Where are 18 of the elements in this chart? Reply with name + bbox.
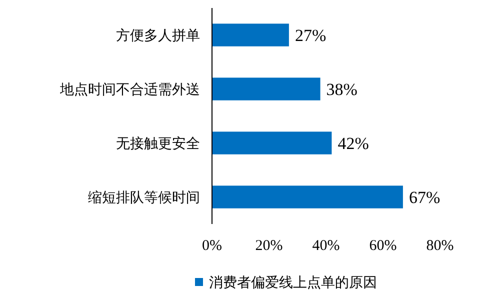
x-tick-label: 40% — [312, 238, 340, 254]
y-tick-label: 缩短排队等候时间 — [88, 190, 200, 206]
bar — [212, 24, 289, 46]
data-label: 27% — [294, 26, 326, 45]
bar — [212, 186, 403, 208]
bar — [212, 78, 320, 100]
legend-label: 消费者偏爱线上点单的原因 — [209, 275, 377, 291]
data-label: 67% — [408, 188, 440, 207]
bar — [212, 132, 332, 154]
y-tick-label: 无接触更安全 — [116, 136, 200, 152]
data-label: 38% — [326, 80, 358, 99]
x-tick-label: 0% — [202, 238, 222, 254]
y-tick-label: 方便多人拼单 — [116, 28, 200, 44]
x-tick-label: 60% — [369, 238, 397, 254]
y-tick-label: 地点时间不合适需外送 — [59, 82, 200, 98]
x-tick-label: 20% — [255, 238, 283, 254]
data-label: 42% — [338, 134, 369, 153]
x-tick-label: 80% — [426, 238, 454, 254]
